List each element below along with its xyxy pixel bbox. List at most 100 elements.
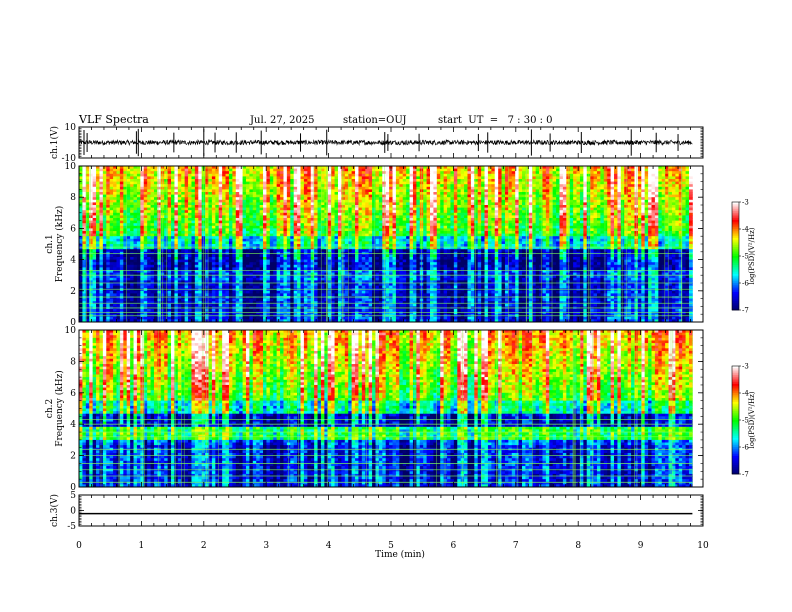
ch1-spec-cell xyxy=(641,205,646,208)
ch1-spec-cell xyxy=(106,199,111,203)
ch1-spec-cell xyxy=(215,179,220,182)
ch1-spec-cell xyxy=(85,173,90,177)
ch1-spec-cell xyxy=(426,186,431,190)
ch1-spec-cell xyxy=(82,168,87,172)
ch1-spec-cell xyxy=(562,202,567,206)
ch1-spec-cell xyxy=(596,197,601,201)
ch1-spec-cell xyxy=(368,168,373,172)
ch1-spec-cell xyxy=(644,220,649,224)
ch1-spec-cell xyxy=(293,197,298,201)
ch1-spec-cell xyxy=(140,171,145,175)
ch1-spec-cell xyxy=(481,184,485,188)
ch1-spec-cell xyxy=(235,173,240,177)
ch1-spec-cell xyxy=(320,207,325,211)
ch1-spec-cell xyxy=(477,231,482,234)
ch1-spec-cell xyxy=(627,210,632,214)
ch1-spec-cell xyxy=(627,220,632,224)
ch1-spec-cell xyxy=(542,192,547,195)
ch1-spec-cell xyxy=(232,215,237,219)
ch1-spec-cell xyxy=(382,207,387,211)
ch1-spec-cell xyxy=(487,166,492,169)
ch1-spec-cell xyxy=(99,223,104,227)
ch1-spec-cell xyxy=(211,207,216,211)
ch1-spec-cell xyxy=(201,207,206,211)
ch1-spec-cell xyxy=(331,197,335,201)
ch1-spec-cell xyxy=(542,168,547,172)
ch1-spec-cell xyxy=(116,186,121,190)
ch1-spec-cell xyxy=(477,179,482,182)
ch1-spec-cell xyxy=(447,173,451,177)
ch1-spec-cell xyxy=(273,168,278,172)
ch1-spec-cell xyxy=(317,220,322,224)
ch1-spec-cell xyxy=(181,210,186,214)
ch1-spec-cell xyxy=(201,212,206,216)
ch1-spec-cell xyxy=(610,186,615,190)
ch1-spec-cell xyxy=(167,231,172,234)
ch1-spec-cell xyxy=(607,194,612,198)
ch1-spec-cell xyxy=(668,184,673,188)
ch1-spec-cell xyxy=(607,210,612,214)
ch1-spec-cell xyxy=(579,189,584,193)
ch1-spec-cell xyxy=(334,228,339,232)
ch1-spec-cell xyxy=(181,220,186,224)
ch1-spec-cell xyxy=(82,233,87,237)
ch1-spec-cell xyxy=(498,166,502,169)
ch1-spec-cell xyxy=(430,218,434,221)
ch1-spec-cell xyxy=(252,176,257,180)
ch1-spec-cell xyxy=(532,233,537,237)
ch1-spec-cell xyxy=(474,181,479,185)
ch1-spec-cell xyxy=(130,225,134,229)
ch1-spec-cell xyxy=(644,184,649,188)
ch1-spec-cell xyxy=(136,186,141,190)
ch1-spec-cell xyxy=(184,194,189,198)
ch1-spec-cell xyxy=(191,184,196,188)
ch1-spec-cell xyxy=(457,223,462,227)
ch1-spec-cell xyxy=(375,184,380,188)
ch1-spec-cell xyxy=(263,181,267,185)
ch1-spec-cell xyxy=(426,228,431,232)
ch1-spec-cell xyxy=(494,199,499,203)
ch1-spec-cell xyxy=(327,186,332,190)
ch1-spec-cell xyxy=(245,231,250,234)
ch1-spec-cell xyxy=(79,197,83,201)
ch1-spec-cell xyxy=(378,184,383,188)
ch1-spec-cell xyxy=(133,189,138,193)
ch1-spec-cell xyxy=(576,228,581,232)
ch1-spec-cell xyxy=(79,223,83,227)
ch1-spec-cell xyxy=(392,199,397,203)
ch1-spec-cell xyxy=(116,181,121,185)
ch1-spec-cell xyxy=(314,176,318,180)
ch1-spec-cell xyxy=(389,228,393,232)
ch1-spec-cell xyxy=(641,171,646,175)
ch1-spec-cell xyxy=(406,220,410,224)
ch1-spec-cell xyxy=(276,231,281,234)
ch1-spec-cell xyxy=(368,194,373,198)
ch1-spec-cell xyxy=(658,176,663,180)
ch1-spec-cell xyxy=(358,176,363,180)
ch1-spec-cell xyxy=(222,210,226,214)
ch1-spec-cell xyxy=(297,168,301,172)
ch1-spec-cell xyxy=(153,166,158,169)
ch1-spec-cell xyxy=(147,189,151,193)
ch1-spec-cell xyxy=(515,210,519,214)
ch1-spec-cell xyxy=(266,194,271,198)
ch1-spec-cell xyxy=(157,186,162,190)
ch1-spec-cell xyxy=(501,186,506,190)
ch1-spec-cell xyxy=(249,220,254,224)
ch1-spec-cell xyxy=(620,173,625,177)
ch1-spec-cell xyxy=(218,166,223,169)
ch1-spec-cell xyxy=(562,181,567,185)
ch1-spec-cell xyxy=(579,166,584,169)
ch1-spec-cell xyxy=(228,212,233,216)
ch1-spec-cell xyxy=(239,181,243,185)
ch1-spec-cell xyxy=(348,194,353,198)
ch1-spec-cell xyxy=(375,218,380,221)
ch1-spec-cell xyxy=(607,173,612,177)
ch1-spec-cell xyxy=(136,179,141,182)
ch1-spec-cell xyxy=(600,184,605,188)
ch1-spec-cell xyxy=(153,233,158,237)
ch1-spec-cell xyxy=(184,202,189,206)
ch1-spec-cell xyxy=(320,176,325,180)
ch1-spec-cell xyxy=(532,207,537,211)
ch1-spec-cell xyxy=(430,171,434,175)
